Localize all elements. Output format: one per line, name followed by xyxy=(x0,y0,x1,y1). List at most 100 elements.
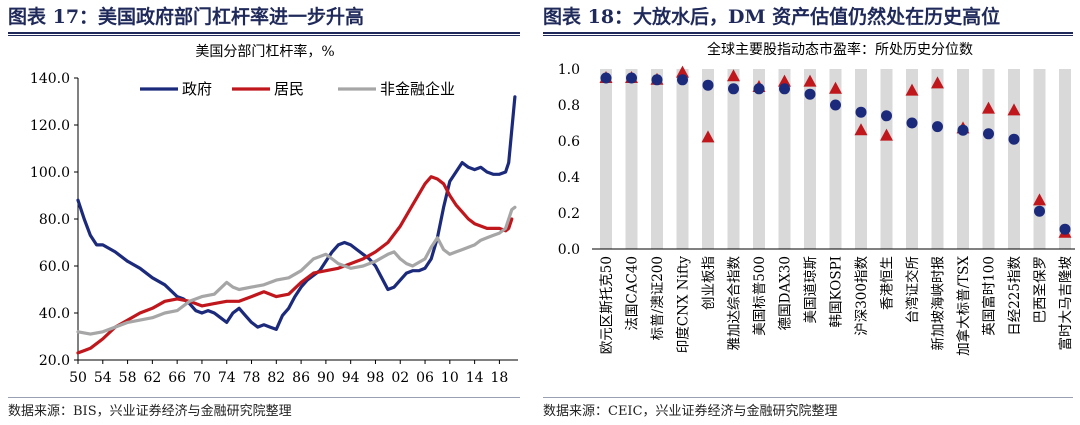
series-line-1 xyxy=(76,175,514,355)
legend-label: 非金融企业 xyxy=(380,80,455,98)
y-tick-label: 0.6 xyxy=(558,134,580,150)
circle-marker xyxy=(957,124,969,136)
x-tick-label: 98 xyxy=(367,370,385,386)
category-label: 欧元区斯托克50 xyxy=(599,256,615,354)
y-tick-label: 0.8 xyxy=(558,98,580,114)
triangle-marker xyxy=(905,83,919,96)
x-tick-label: 66 xyxy=(168,370,186,386)
leverage-line-chart: 美国分部门杠杆率，% 20.040.060.080.0100.0120.0140… xyxy=(30,43,518,386)
range-bar xyxy=(727,69,740,249)
range-bar xyxy=(957,69,969,249)
circle-marker xyxy=(855,106,867,118)
category-label: 标普/澳证200 xyxy=(650,256,666,340)
circle-marker xyxy=(753,83,765,95)
chart-title: 全球主要股指动态市盈率：所处历史分位数 xyxy=(707,41,973,58)
category-label: 香港恒生 xyxy=(880,256,896,310)
range-bar xyxy=(1033,69,1046,249)
y-tick-label: 140.0 xyxy=(30,71,70,87)
x-tick-label: 02 xyxy=(391,370,409,386)
left-figure-title: 图表 17：美国政府部门杠杆率进一步升高 xyxy=(8,6,365,28)
range-bar xyxy=(1059,69,1071,249)
series-line-2 xyxy=(76,205,517,336)
circle-marker xyxy=(932,121,943,133)
circle-marker xyxy=(728,83,739,95)
x-tick-label: 50 xyxy=(69,370,87,386)
category-label: 台湾证交所 xyxy=(904,256,921,324)
circle-marker xyxy=(1059,223,1071,235)
x-tick-label: 54 xyxy=(94,370,112,386)
x-tick-label: 10 xyxy=(441,370,459,386)
category-label: 沪深300指数 xyxy=(854,256,870,336)
triangle-marker xyxy=(931,76,944,89)
x-tick-label: 90 xyxy=(317,370,335,386)
series-line-0 xyxy=(76,95,517,331)
circle-marker xyxy=(1034,205,1045,217)
category-label: 加拿大标普/TSX xyxy=(955,256,972,356)
left-source-note: 数据来源：BIS，兴业证券经济与金融研究院整理 xyxy=(8,404,292,419)
y-tick-label: 0.0 xyxy=(558,242,580,258)
range-bar xyxy=(880,69,893,249)
circle-marker xyxy=(600,72,612,84)
range-bar xyxy=(600,69,612,249)
left-footer-rule xyxy=(8,397,520,398)
triangle-marker xyxy=(778,74,791,87)
x-tick-label: 82 xyxy=(267,370,285,386)
circle-marker xyxy=(677,74,688,86)
x-tick-label: 14 xyxy=(466,370,484,386)
x-tick-label: 70 xyxy=(193,370,211,386)
category-label: 新加坡海峡时报 xyxy=(931,256,947,351)
right-figure-title: 图表 18：大放水后，DM 资产估值仍然处在历史高位 xyxy=(543,6,1001,28)
range-bar xyxy=(625,69,638,249)
range-bar xyxy=(778,69,791,249)
category-label: 德国DAX30 xyxy=(778,256,794,330)
circle-marker xyxy=(881,110,892,122)
category-label: 英国富时100 xyxy=(981,256,998,336)
x-tick-label: 58 xyxy=(119,370,137,386)
right-footer-rule xyxy=(543,397,1073,398)
circle-marker xyxy=(651,74,663,86)
range-bar xyxy=(804,69,816,249)
circle-marker xyxy=(702,79,714,91)
triangle-marker xyxy=(854,123,868,136)
x-tick-label: 62 xyxy=(143,370,161,386)
right-title-rule xyxy=(543,32,1073,34)
triangle-marker xyxy=(829,81,842,94)
category-label: 日经225指数 xyxy=(1007,256,1023,336)
legend-label: 居民 xyxy=(274,80,304,98)
range-bar xyxy=(651,69,663,249)
x-tick-label: 94 xyxy=(342,370,360,386)
range-bar xyxy=(982,69,995,249)
chart-title: 美国分部门杠杆率，% xyxy=(195,43,334,60)
category-label: 富时大马吉隆坡 xyxy=(1057,256,1074,351)
range-bar xyxy=(855,69,867,249)
circle-marker xyxy=(906,117,918,129)
category-label: 创业板指 xyxy=(701,256,717,310)
legend-label: 政府 xyxy=(182,80,212,98)
category-label: 印度CNX Nifty xyxy=(676,256,692,354)
y-tick-label: 120.0 xyxy=(30,118,70,134)
triangle-marker xyxy=(701,130,715,143)
circle-marker xyxy=(983,128,994,140)
right-title-rule-thin xyxy=(543,35,1073,36)
x-tick-label: 18 xyxy=(490,370,508,386)
triangle-marker xyxy=(727,69,740,82)
circle-marker xyxy=(804,88,816,100)
y-tick-label: 40.0 xyxy=(39,306,70,322)
triangle-marker xyxy=(676,65,689,78)
triangle-marker xyxy=(982,101,995,114)
triangle-marker xyxy=(880,128,893,141)
left-title-rule-thin xyxy=(8,35,520,36)
range-bar xyxy=(931,69,944,249)
range-bar xyxy=(676,69,689,249)
y-tick-label: 100.0 xyxy=(30,165,70,181)
category-label: 巴西圣保罗 xyxy=(1033,256,1049,324)
range-bar xyxy=(1008,69,1020,249)
left-title-rule xyxy=(8,32,520,34)
circle-marker xyxy=(779,83,790,95)
range-bar xyxy=(829,69,842,249)
x-tick-label: 86 xyxy=(292,370,310,386)
triangle-marker xyxy=(803,74,817,87)
circle-marker xyxy=(830,99,841,111)
pe-percentile-chart: 全球主要股指动态市盈率：所处历史分位数 0.0 0.2 0.4 0.6 0.8 1.0 欧… xyxy=(558,41,1075,356)
x-tick-label: 74 xyxy=(218,370,236,386)
